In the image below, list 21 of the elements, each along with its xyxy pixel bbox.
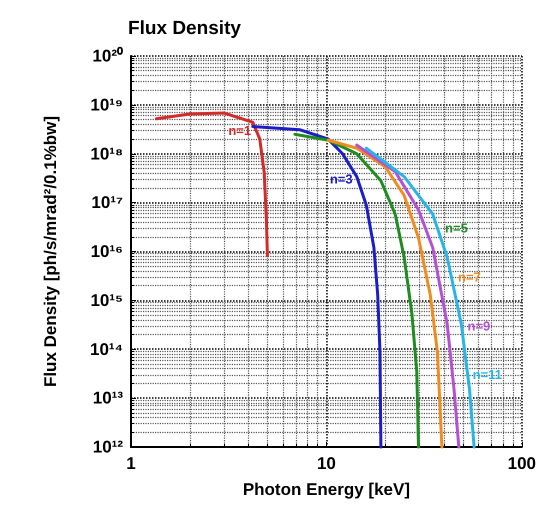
y-tick-label: 10¹² [92,438,124,456]
chart-title: Flux Density [128,18,242,39]
y-tick-label: 10²⁰ [92,46,123,66]
y-tick-label: 10¹³ [92,388,124,408]
x-axis-title: Photon Energy [keV] [242,480,410,499]
series-label: n=3 [330,172,353,187]
y-tick-label: 10¹⁹ [90,95,123,114]
y-tick-label: 10¹⁷ [91,193,123,212]
x-tick-label: 10 [316,454,336,473]
series-label: n=9 [468,318,490,334]
y-tick-label: 10¹⁸ [90,144,123,164]
text: n=7 [458,269,481,284]
text: n=5 [445,220,468,236]
y-axis-title: Flux Density [ph/s/mrad²/0.1%bw] [41,116,60,388]
y-tick-label: 10¹⁶ [90,242,123,261]
series-label: n=1 [228,122,252,138]
x-tick-label: 100 [508,454,536,473]
series-label: n=11 [472,367,502,382]
y-tick-label: 10¹⁵ [90,290,123,310]
x-tick-label: 1 [126,454,136,473]
y-tick-label: 10¹⁴ [90,340,123,359]
